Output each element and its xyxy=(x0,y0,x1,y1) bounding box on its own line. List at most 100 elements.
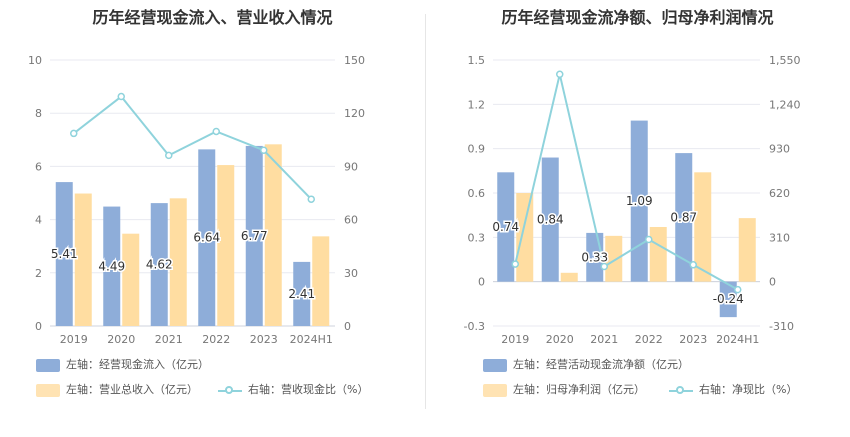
legend-item-net-profit[interactable]: 左轴：归母净利润（亿元） xyxy=(483,381,645,399)
panel-divider xyxy=(425,14,426,409)
bar-data-label: 5.41 xyxy=(51,247,78,261)
legend-item-net-cash-flow[interactable]: 左轴：经营活动现金流净额（亿元） xyxy=(483,356,689,374)
y-left-tick-label: 0 xyxy=(478,276,485,289)
bar-series2 xyxy=(74,193,92,326)
x-tick-label: 2023 xyxy=(679,333,707,346)
legend-item-revenue-cash-ratio[interactable]: 右轴：营收现金比（%） xyxy=(218,381,368,399)
ratio-line xyxy=(514,74,739,291)
legend-label-net-profit: 左轴：归母净利润（亿元） xyxy=(513,383,645,396)
left-chart-plot: 0 0 2 30 4 60 6 90 8 120 10 150 2019 2020 2021 2022 2023… xyxy=(28,54,365,346)
y-left-tick-label: -0.3 xyxy=(464,320,485,333)
ratio-line-point xyxy=(689,261,697,269)
legend-swatch-cash-inflow xyxy=(36,358,60,372)
bar-series1 xyxy=(541,157,559,282)
y-left-tick-label: 10 xyxy=(28,54,42,67)
y-left-tick-label: 4 xyxy=(35,214,42,227)
x-tick-label: 2020 xyxy=(546,333,574,346)
bar-data-label: 6.64 xyxy=(193,231,220,245)
x-tick-label: 2019 xyxy=(501,333,529,346)
y-left-tick-label: 6 xyxy=(35,160,42,173)
legend-label-net-cash-flow: 左轴：经营活动现金流净额（亿元） xyxy=(513,358,689,371)
y-right-tick-label: 1,240 xyxy=(769,98,801,111)
legend-label-revenue: 左轴：营业总收入（亿元） xyxy=(66,383,198,396)
y-left-tick-label: 8 xyxy=(35,107,42,120)
ratio-line-point xyxy=(70,129,78,138)
right-chart-panel: 历年经营现金流净额、归母净利润情况 -0.3 -310 0 0 0.3 310 0.6 620… xyxy=(425,0,850,437)
bar-data-label: 0.84 xyxy=(537,213,564,227)
left-chart-title: 历年经营现金流入、营业收入情况 xyxy=(92,8,333,27)
bar-data-label: 1.09 xyxy=(626,194,653,208)
bar-data-label: 6.77 xyxy=(241,229,268,243)
ratio-line-point xyxy=(212,127,220,136)
x-tick-label: 2023 xyxy=(250,333,278,346)
y-right-tick-label: 0 xyxy=(344,320,351,333)
legend-label-cash-inflow: 左轴：经营现金流入（亿元） xyxy=(66,358,209,371)
legend-item-cash-inflow[interactable]: 左轴：经营现金流入（亿元） xyxy=(36,356,209,374)
ratio-line-point xyxy=(734,285,742,294)
bar-series1 xyxy=(497,172,515,282)
bar-series2 xyxy=(312,236,330,326)
y-left-tick-label: 1.5 xyxy=(468,54,486,67)
bar-series1 xyxy=(675,153,693,282)
legend-swatch-net-profit xyxy=(483,383,507,397)
legend-line-icon xyxy=(218,384,242,397)
x-tick-label: 2019 xyxy=(60,333,88,346)
ratio-line-point xyxy=(600,262,608,271)
x-tick-label: 2021 xyxy=(590,333,618,346)
ratio-line-point xyxy=(307,195,315,203)
bar-data-label: 0.87 xyxy=(670,210,697,224)
y-left-tick-label: 0.9 xyxy=(468,143,486,156)
bar-data-label: -0.24 xyxy=(713,292,744,306)
ratio-line-point xyxy=(645,235,653,244)
right-chart-title: 历年经营现金流净额、归母净利润情况 xyxy=(501,8,774,27)
ratio-line-point xyxy=(117,92,125,101)
y-right-tick-label: 120 xyxy=(344,107,365,120)
y-right-tick-label: 60 xyxy=(344,214,358,227)
y-left-tick-label: 0.6 xyxy=(468,187,486,200)
bar-series2 xyxy=(516,193,534,282)
x-tick-label: 2024H1 xyxy=(716,333,759,346)
bar-series2 xyxy=(694,172,712,282)
bar-series2 xyxy=(605,235,623,282)
y-right-tick-label: -310 xyxy=(769,320,794,333)
x-tick-label: 2021 xyxy=(155,333,183,346)
legend-swatch-net-cash-flow xyxy=(483,358,507,372)
y-left-tick-label: 2 xyxy=(35,267,42,280)
bar-data-label: 4.62 xyxy=(146,258,173,272)
ratio-line xyxy=(73,95,312,200)
y-right-tick-label: 620 xyxy=(769,187,790,200)
right-chart-plot: -0.3 -310 0 0 0.3 310 0.6 620 0.9 930 1.2 1,240 1.5 1… xyxy=(464,54,801,346)
bar-series1 xyxy=(55,182,73,326)
y-right-tick-label: 0 xyxy=(769,276,776,289)
legend-item-net-cash-ratio[interactable]: 右轴：净现比（%） xyxy=(669,381,797,399)
bar-series2 xyxy=(217,165,235,326)
y-right-tick-label: 30 xyxy=(344,267,358,280)
bar-data-label: 2.41 xyxy=(288,287,315,301)
ratio-line-point xyxy=(165,151,173,160)
ratio-line-point xyxy=(556,70,564,79)
bar-series2 xyxy=(738,218,756,282)
legend-line-icon xyxy=(669,384,693,397)
legend-label-revenue-cash-ratio: 右轴：营收现金比（%） xyxy=(248,383,369,396)
y-right-tick-label: 930 xyxy=(769,143,790,156)
x-tick-label: 2022 xyxy=(635,333,663,346)
y-right-tick-label: 90 xyxy=(344,160,358,173)
bar-data-label: 0.33 xyxy=(581,250,608,264)
bar-series1 xyxy=(719,281,737,318)
bar-series1 xyxy=(630,120,648,282)
bar-series1 xyxy=(150,203,168,326)
ratio-line-point xyxy=(260,146,268,155)
y-left-tick-label: 0.3 xyxy=(468,231,486,244)
bar-data-label: 4.49 xyxy=(98,259,125,273)
legend-item-revenue[interactable]: 左轴：营业总收入（亿元） xyxy=(36,381,198,399)
y-right-tick-label: 310 xyxy=(769,231,790,244)
bar-series1 xyxy=(293,261,311,326)
y-left-tick-label: 0 xyxy=(35,320,42,333)
legend-label-net-cash-ratio: 右轴：净现比（%） xyxy=(699,383,798,396)
bar-series2 xyxy=(264,144,282,326)
bar-series2 xyxy=(122,233,140,326)
ratio-line-point xyxy=(511,260,519,268)
x-tick-label: 2020 xyxy=(107,333,135,346)
y-right-tick-label: 150 xyxy=(344,54,365,67)
x-tick-label: 2022 xyxy=(202,333,230,346)
